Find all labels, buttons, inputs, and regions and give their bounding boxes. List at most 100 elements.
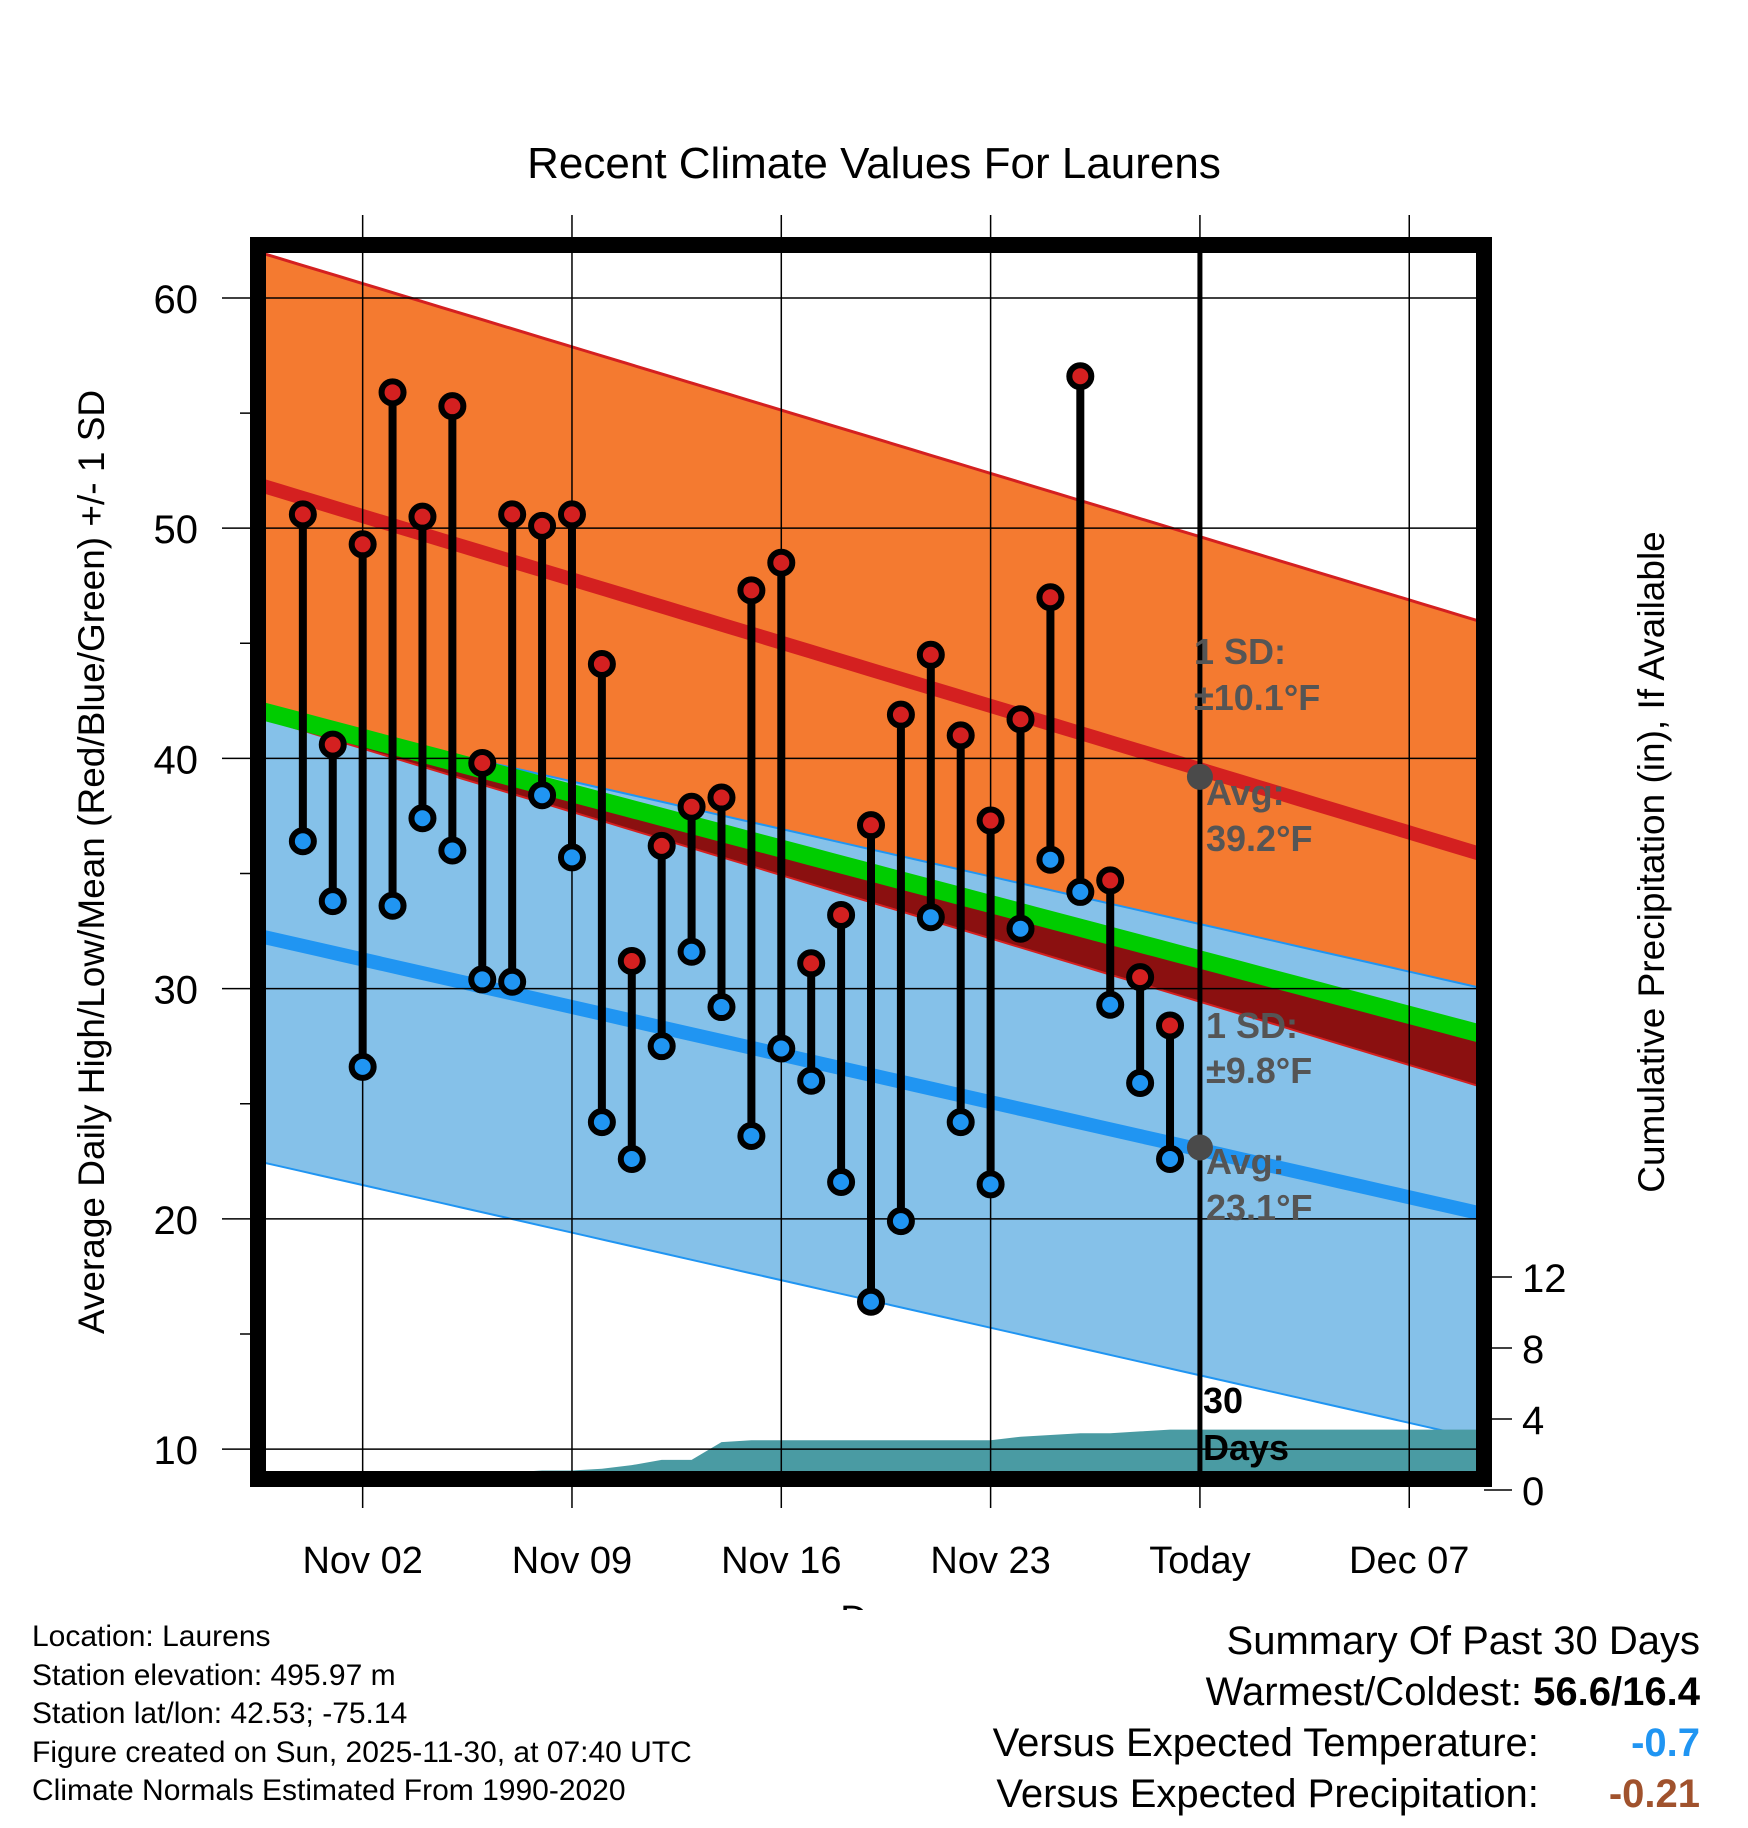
daily-low-point (528, 781, 557, 810)
daily-low-point (1036, 845, 1065, 874)
daily-low-point (1096, 990, 1125, 1019)
daily-low-point (288, 827, 317, 856)
y-tick-label: 60 (154, 278, 199, 322)
climate-chart: Recent Climate Values For Laurens 1 SD: ±… (71, 139, 1672, 1610)
high-avg-label: Avg: (1206, 772, 1285, 813)
daily-high-point (976, 806, 1005, 835)
daily-low-point (916, 903, 945, 932)
daily-low-point (1066, 877, 1095, 906)
daily-low-point (587, 1108, 616, 1137)
precip-departure-row: Versus Expected Precipitation: -0.21 (993, 1769, 1700, 1820)
summary-panel: Summary Of Past 30 Days Warmest/Coldest:… (993, 1616, 1700, 1820)
warmest-coldest-value: 56.6/16.4 (1533, 1670, 1700, 1714)
warmest-coldest-label: Warmest/Coldest: (1205, 1670, 1523, 1714)
y2-axis-label: Cumulative Precipitation (in), If Availa… (1631, 531, 1672, 1193)
daily-high-point (797, 949, 826, 978)
warmest-coldest-row: Warmest/Coldest: 56.6/16.4 (993, 1667, 1700, 1718)
y-tick-label: 10 (154, 1429, 199, 1473)
daily-high-point (318, 730, 347, 759)
precip-departure-label: Versus Expected Precipitation: (996, 1772, 1539, 1816)
daily-low-point (677, 937, 706, 966)
summary-heading: Summary Of Past 30 Days (1226, 1619, 1700, 1663)
daily-high-point (1096, 866, 1125, 895)
daily-high-point (288, 500, 317, 529)
daily-high-point (408, 502, 437, 531)
daily-low-point (797, 1066, 826, 1095)
location-text: Location: Laurens (32, 1620, 271, 1653)
daily-low-point (767, 1034, 796, 1063)
x-tick-label: Nov 16 (721, 1540, 841, 1582)
plot-frame (250, 237, 1492, 1487)
daily-high-point (886, 700, 915, 729)
daily-high-point (857, 811, 885, 840)
high-sd-value: ±10.1°F (1194, 677, 1320, 718)
low-avg-value: 23.1°F (1206, 1187, 1312, 1228)
daily-low-point (886, 1207, 915, 1236)
normal-high-line (258, 477, 1484, 862)
precip-departure-value: -0.21 (1608, 1772, 1700, 1816)
created-text: Figure created on Sun, 2025-11-30, at 07… (32, 1735, 692, 1769)
daily-high-point (1006, 705, 1035, 734)
high-avg-value: 39.2°F (1206, 818, 1312, 859)
daily-low-point (557, 843, 586, 872)
daily-low-point (348, 1052, 377, 1081)
daily-low-point (498, 967, 527, 996)
daily-high-point (737, 576, 766, 605)
temp-departure-row: Versus Expected Temperature: -0.7 (993, 1718, 1700, 1769)
elevation-text: Station elevation: 495.97 m (32, 1658, 396, 1692)
chart-title: Recent Climate Values For Laurens (527, 139, 1221, 188)
daily-low-point (857, 1287, 885, 1316)
daily-low-point (1156, 1144, 1185, 1173)
x-tick-label: Dec 07 (1349, 1540, 1469, 1582)
daily-high-point (438, 392, 467, 421)
daily-low-point (617, 1144, 646, 1173)
high-sd-upper-line (258, 250, 1484, 625)
y2-tick-label: 4 (1522, 1399, 1544, 1443)
daily-high-point (677, 792, 706, 821)
latlon-text: Station lat/lon: 42.53; -75.14 (32, 1697, 408, 1730)
daily-low-point (408, 804, 437, 833)
high-sd-label: 1 SD: (1194, 631, 1286, 672)
daily-low-point (318, 887, 347, 916)
daily-low-point (1006, 914, 1035, 943)
normals-text: Climate Normals Estimated From 1990-2020 (32, 1774, 626, 1807)
y-axis-label: Average Daily High/Low/Mean (Red/Blue/Gr… (71, 390, 112, 1334)
daily-low-point (707, 993, 736, 1022)
daily-high-point (348, 530, 377, 559)
daily-low-point (976, 1170, 1005, 1199)
station-info: Location: Laurens Station elevation: 495… (32, 1618, 692, 1811)
daily-values (288, 362, 1185, 1316)
y2-tick-label: 8 (1522, 1328, 1544, 1372)
daily-low-point (468, 965, 497, 994)
y2-tick-label: 0 (1522, 1470, 1544, 1514)
daily-high-point (827, 900, 856, 929)
daily-low-point (1126, 1069, 1155, 1098)
daily-high-point (916, 640, 945, 669)
y-tick-label: 50 (154, 508, 199, 552)
daily-low-point (647, 1032, 676, 1061)
low-avg-label: Avg: (1206, 1141, 1285, 1182)
days-count: 30 (1203, 1380, 1243, 1421)
cumulative-precip-area (441, 1429, 1484, 1479)
daily-low-point (378, 891, 407, 920)
temp-departure-value: -0.7 (1631, 1721, 1700, 1765)
daily-low-point (737, 1121, 766, 1150)
daily-high-point (557, 500, 586, 529)
today-high-avg-dot (1186, 763, 1213, 790)
y-tick-label: 30 (154, 969, 199, 1013)
x-tick-label: Today (1149, 1540, 1250, 1582)
y2-tick-label: 12 (1522, 1257, 1567, 1301)
daily-high-point (946, 721, 975, 750)
daily-high-point (707, 783, 736, 812)
daily-high-point (1156, 1011, 1185, 1040)
low-sd-value: ±9.8°F (1206, 1050, 1312, 1091)
daily-high-point (378, 378, 407, 407)
daily-high-point (587, 650, 616, 679)
y-tick-label: 40 (154, 738, 199, 782)
daily-high-point (1036, 583, 1065, 612)
today-low-avg-dot (1186, 1134, 1213, 1161)
daily-high-point (1066, 362, 1095, 391)
daily-high-point (468, 749, 497, 778)
days-label: Days (1203, 1427, 1289, 1468)
